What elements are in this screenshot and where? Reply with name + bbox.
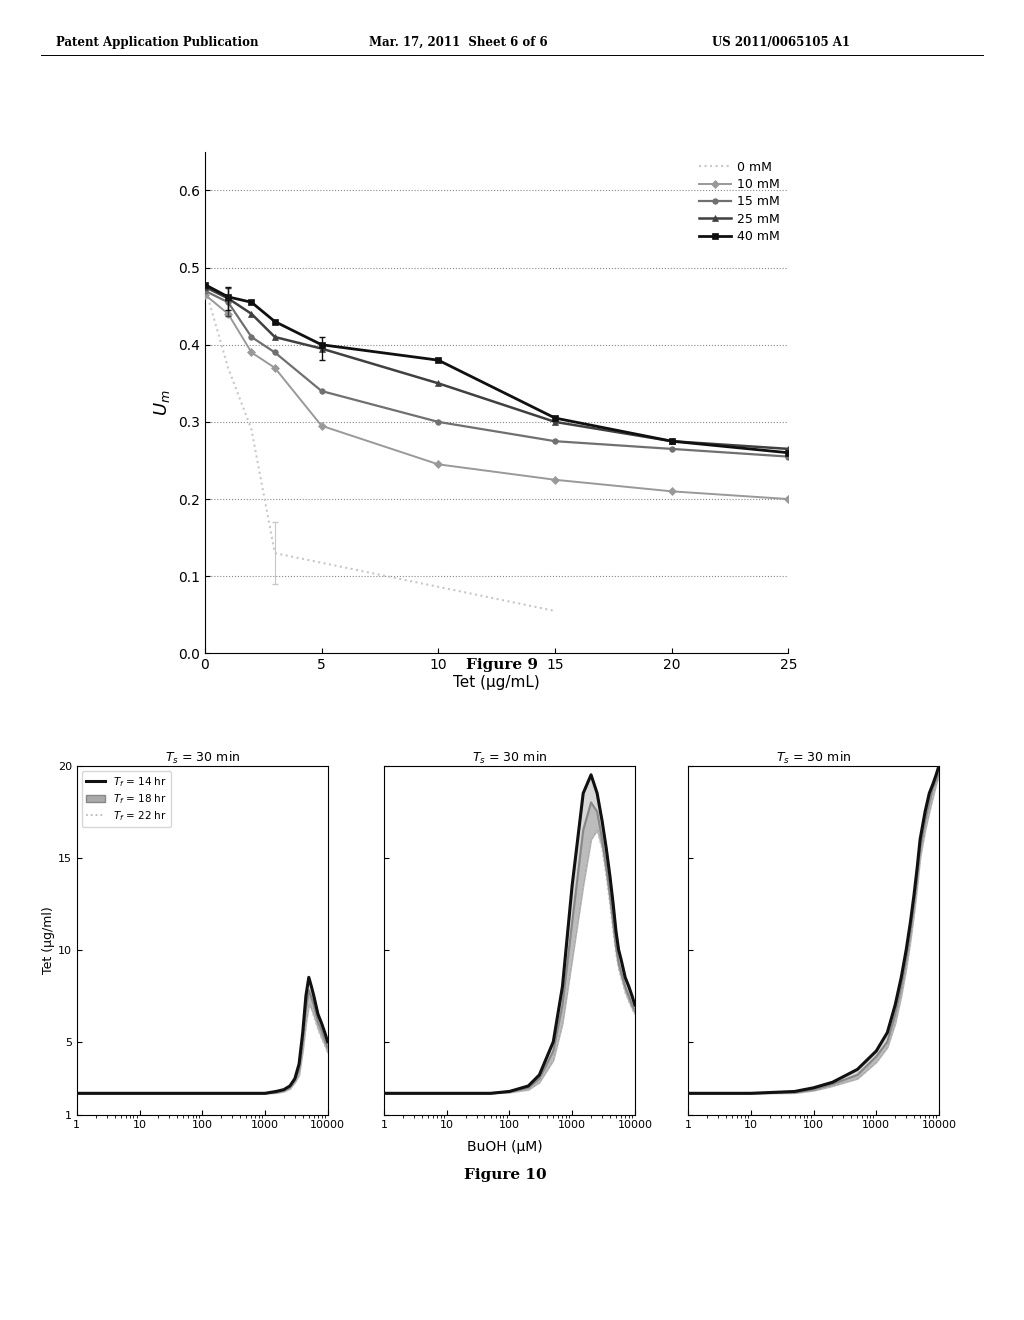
25 mM [222, 290, 234, 306]
Legend: 0 mM, 10 mM, 15 mM, 25 mM, 40 mM: 0 mM, 10 mM, 15 mM, 25 mM, 40 mM [697, 158, 782, 246]
25 mM [315, 341, 328, 356]
Text: US 2011/0065105 A1: US 2011/0065105 A1 [712, 36, 850, 49]
Line: 15 mM: 15 mM [202, 288, 792, 459]
15 mM [432, 414, 444, 430]
Line: 0 mM: 0 mM [205, 286, 555, 611]
Text: Mar. 17, 2011  Sheet 6 of 6: Mar. 17, 2011 Sheet 6 of 6 [369, 36, 547, 49]
25 mM [549, 414, 561, 430]
10 mM [782, 491, 795, 507]
Title: $T_s$ = 30 min: $T_s$ = 30 min [776, 750, 851, 766]
Text: Figure 9: Figure 9 [466, 659, 538, 672]
Line: 40 mM: 40 mM [202, 281, 792, 455]
15 mM [549, 433, 561, 449]
25 mM [199, 279, 211, 294]
40 mM [315, 337, 328, 352]
10 mM [549, 471, 561, 487]
15 mM [199, 282, 211, 298]
0 mM [246, 421, 258, 437]
0 mM [268, 545, 281, 561]
10 mM [268, 360, 281, 376]
15 mM [782, 449, 795, 465]
0 mM [222, 360, 234, 376]
10 mM [246, 345, 258, 360]
15 mM [315, 383, 328, 399]
Title: $T_s$ = 30 min: $T_s$ = 30 min [472, 750, 547, 766]
10 mM [666, 483, 678, 499]
X-axis label: Tet (μg/mL): Tet (μg/mL) [454, 675, 540, 690]
Y-axis label: $U_m$: $U_m$ [153, 389, 172, 416]
40 mM [782, 445, 795, 461]
25 mM [782, 441, 795, 457]
25 mM [246, 306, 258, 322]
Legend: $T_f$ = 14 hr, $T_f$ = 18 hr, $T_f$ = 22 hr: $T_f$ = 14 hr, $T_f$ = 18 hr, $T_f$ = 22… [82, 771, 171, 826]
15 mM [268, 345, 281, 360]
Line: 25 mM: 25 mM [202, 284, 792, 453]
40 mM [246, 294, 258, 310]
0 mM [549, 603, 561, 619]
15 mM [666, 441, 678, 457]
0 mM [199, 279, 211, 294]
25 mM [268, 329, 281, 345]
Text: Figure 10: Figure 10 [464, 1168, 546, 1181]
10 mM [199, 286, 211, 302]
10 mM [432, 457, 444, 473]
40 mM [268, 314, 281, 330]
40 mM [432, 352, 444, 368]
10 mM [315, 418, 328, 434]
40 mM [222, 289, 234, 305]
25 mM [666, 433, 678, 449]
40 mM [666, 433, 678, 449]
40 mM [199, 277, 211, 293]
40 mM [549, 411, 561, 426]
Text: BuOH (μM): BuOH (μM) [467, 1140, 543, 1154]
Line: 10 mM: 10 mM [202, 292, 792, 502]
15 mM [246, 329, 258, 345]
15 mM [222, 294, 234, 310]
Title: $T_s$ = 30 min: $T_s$ = 30 min [165, 750, 240, 766]
10 mM [222, 306, 234, 322]
Y-axis label: Tet (μg/ml): Tet (μg/ml) [42, 907, 55, 974]
25 mM [432, 375, 444, 391]
Text: Patent Application Publication: Patent Application Publication [56, 36, 259, 49]
